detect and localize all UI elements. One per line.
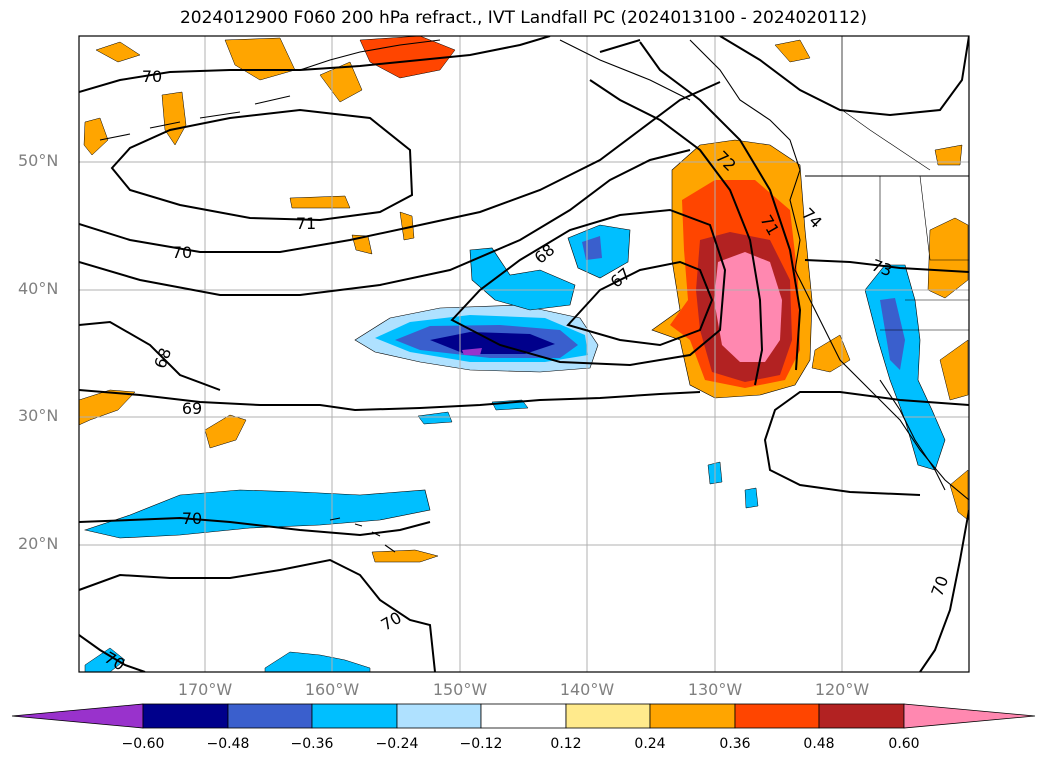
colorbar-tick: −0.36: [290, 736, 334, 752]
lon-label-120w: 120°W: [814, 680, 870, 699]
contour-label: 70: [142, 67, 162, 86]
colorbar-extend-max: [903, 703, 1036, 729]
positive-patch-16: [939, 339, 969, 401]
colorbar-tick: −0.48: [206, 736, 250, 752]
colorbar-tick: −0.24: [375, 736, 419, 752]
negative-anomaly-socal-core: [880, 298, 905, 370]
contour-label: 70: [182, 509, 202, 528]
positive-patch-7: [289, 195, 351, 209]
interior-border: [841, 36, 969, 331]
colorbar-segment: [480, 703, 567, 729]
positive-anomaly-coast-max: [714, 252, 782, 362]
colorbar-segment: [311, 703, 398, 729]
map-gridlines: [79, 36, 969, 672]
colorbar-extend-min: [11, 703, 144, 729]
colorbar: [11, 703, 1036, 729]
negative-patch-4: [744, 487, 759, 509]
positive-patch-10: [79, 389, 136, 426]
lon-label-160w: 160°W: [304, 680, 360, 699]
contour-label: 70: [172, 243, 192, 262]
negative-patch-5: [84, 647, 126, 672]
hawaii-islands: [329, 517, 396, 553]
colorbar-tick: 0.24: [634, 736, 666, 752]
positive-patch-15: [774, 39, 811, 63]
positive-patch-1: [95, 41, 141, 63]
contour-70-mid: [79, 81, 721, 253]
height-contours: [79, 36, 969, 672]
contour-71-loop: [110, 108, 414, 222]
positive-patch-13: [811, 334, 851, 373]
colorbar-tick: 0.12: [550, 736, 582, 752]
contour-70-south: [79, 558, 436, 672]
contour-70-east: [763, 391, 969, 496]
contour-70-tropical: [79, 516, 431, 537]
colorbar-tick: −0.12: [459, 736, 503, 752]
colorbar-segment: [227, 703, 313, 729]
contour-74: [639, 41, 802, 371]
contour-label: 71: [296, 214, 316, 233]
contour-70-southeast: [919, 509, 969, 672]
map-frame: [78, 35, 970, 673]
positive-patch-12: [371, 549, 439, 563]
negative-anomaly-central-peak: [462, 348, 482, 355]
colorbar-segment: [565, 703, 651, 729]
lat-label-40n: 40°N: [18, 279, 59, 298]
positive-patch-9: [399, 211, 415, 241]
contour-72: [589, 39, 764, 386]
colorbar-tick: 0.48: [803, 736, 835, 752]
contour-68-loop: [450, 208, 727, 367]
contour-68: [79, 320, 701, 412]
alaska-coast: [299, 39, 691, 101]
negative-anomaly-central-max: [430, 332, 555, 354]
colorbar-segment: [142, 703, 229, 729]
positive-patch-2: [83, 117, 109, 156]
lon-label-170w: 170°W: [177, 680, 233, 699]
contour-label: 69: [182, 399, 202, 418]
negative-anomaly-tropical: [83, 489, 431, 539]
negative-patch-1: [417, 411, 453, 425]
aleutian-islands: [99, 95, 291, 141]
colorbar-tick: 0.36: [719, 736, 751, 752]
colorbar-segment: [649, 703, 736, 729]
map-title: 2024012900 F060 200 hPa refract., IVT La…: [179, 8, 867, 28]
contour-67-loop: [566, 260, 714, 347]
positive-patch-8: [351, 234, 373, 255]
colorbar-tick: 0.60: [888, 736, 920, 752]
positive-patch-18: [934, 144, 963, 166]
lat-label-30n: 30°N: [18, 406, 59, 425]
north-america-coast: [689, 39, 969, 501]
negative-patch-6: [264, 651, 371, 672]
colorbar-segment: [818, 703, 905, 729]
colorbar-segment: [396, 703, 482, 729]
lon-label-140w: 140°W: [559, 680, 615, 699]
colorbar-tick: −0.60: [121, 736, 165, 752]
map-plot-area: 70 71 70 68 69 70 70 70 68 67 72 74 73 7…: [79, 36, 969, 672]
colorbar-segment: [734, 703, 820, 729]
contour-73-east: [804, 259, 969, 273]
lon-label-150w: 150°W: [432, 680, 488, 699]
contour-73: [719, 36, 969, 117]
positive-patch-5: [359, 36, 456, 79]
lon-label-130w: 130°W: [687, 680, 743, 699]
lat-label-20n: 20°N: [18, 534, 59, 553]
lat-label-50n: 50°N: [18, 151, 59, 170]
contour-69: [79, 149, 691, 296]
contour-70-southwest: [79, 634, 146, 672]
contour-70-north: [79, 36, 551, 93]
